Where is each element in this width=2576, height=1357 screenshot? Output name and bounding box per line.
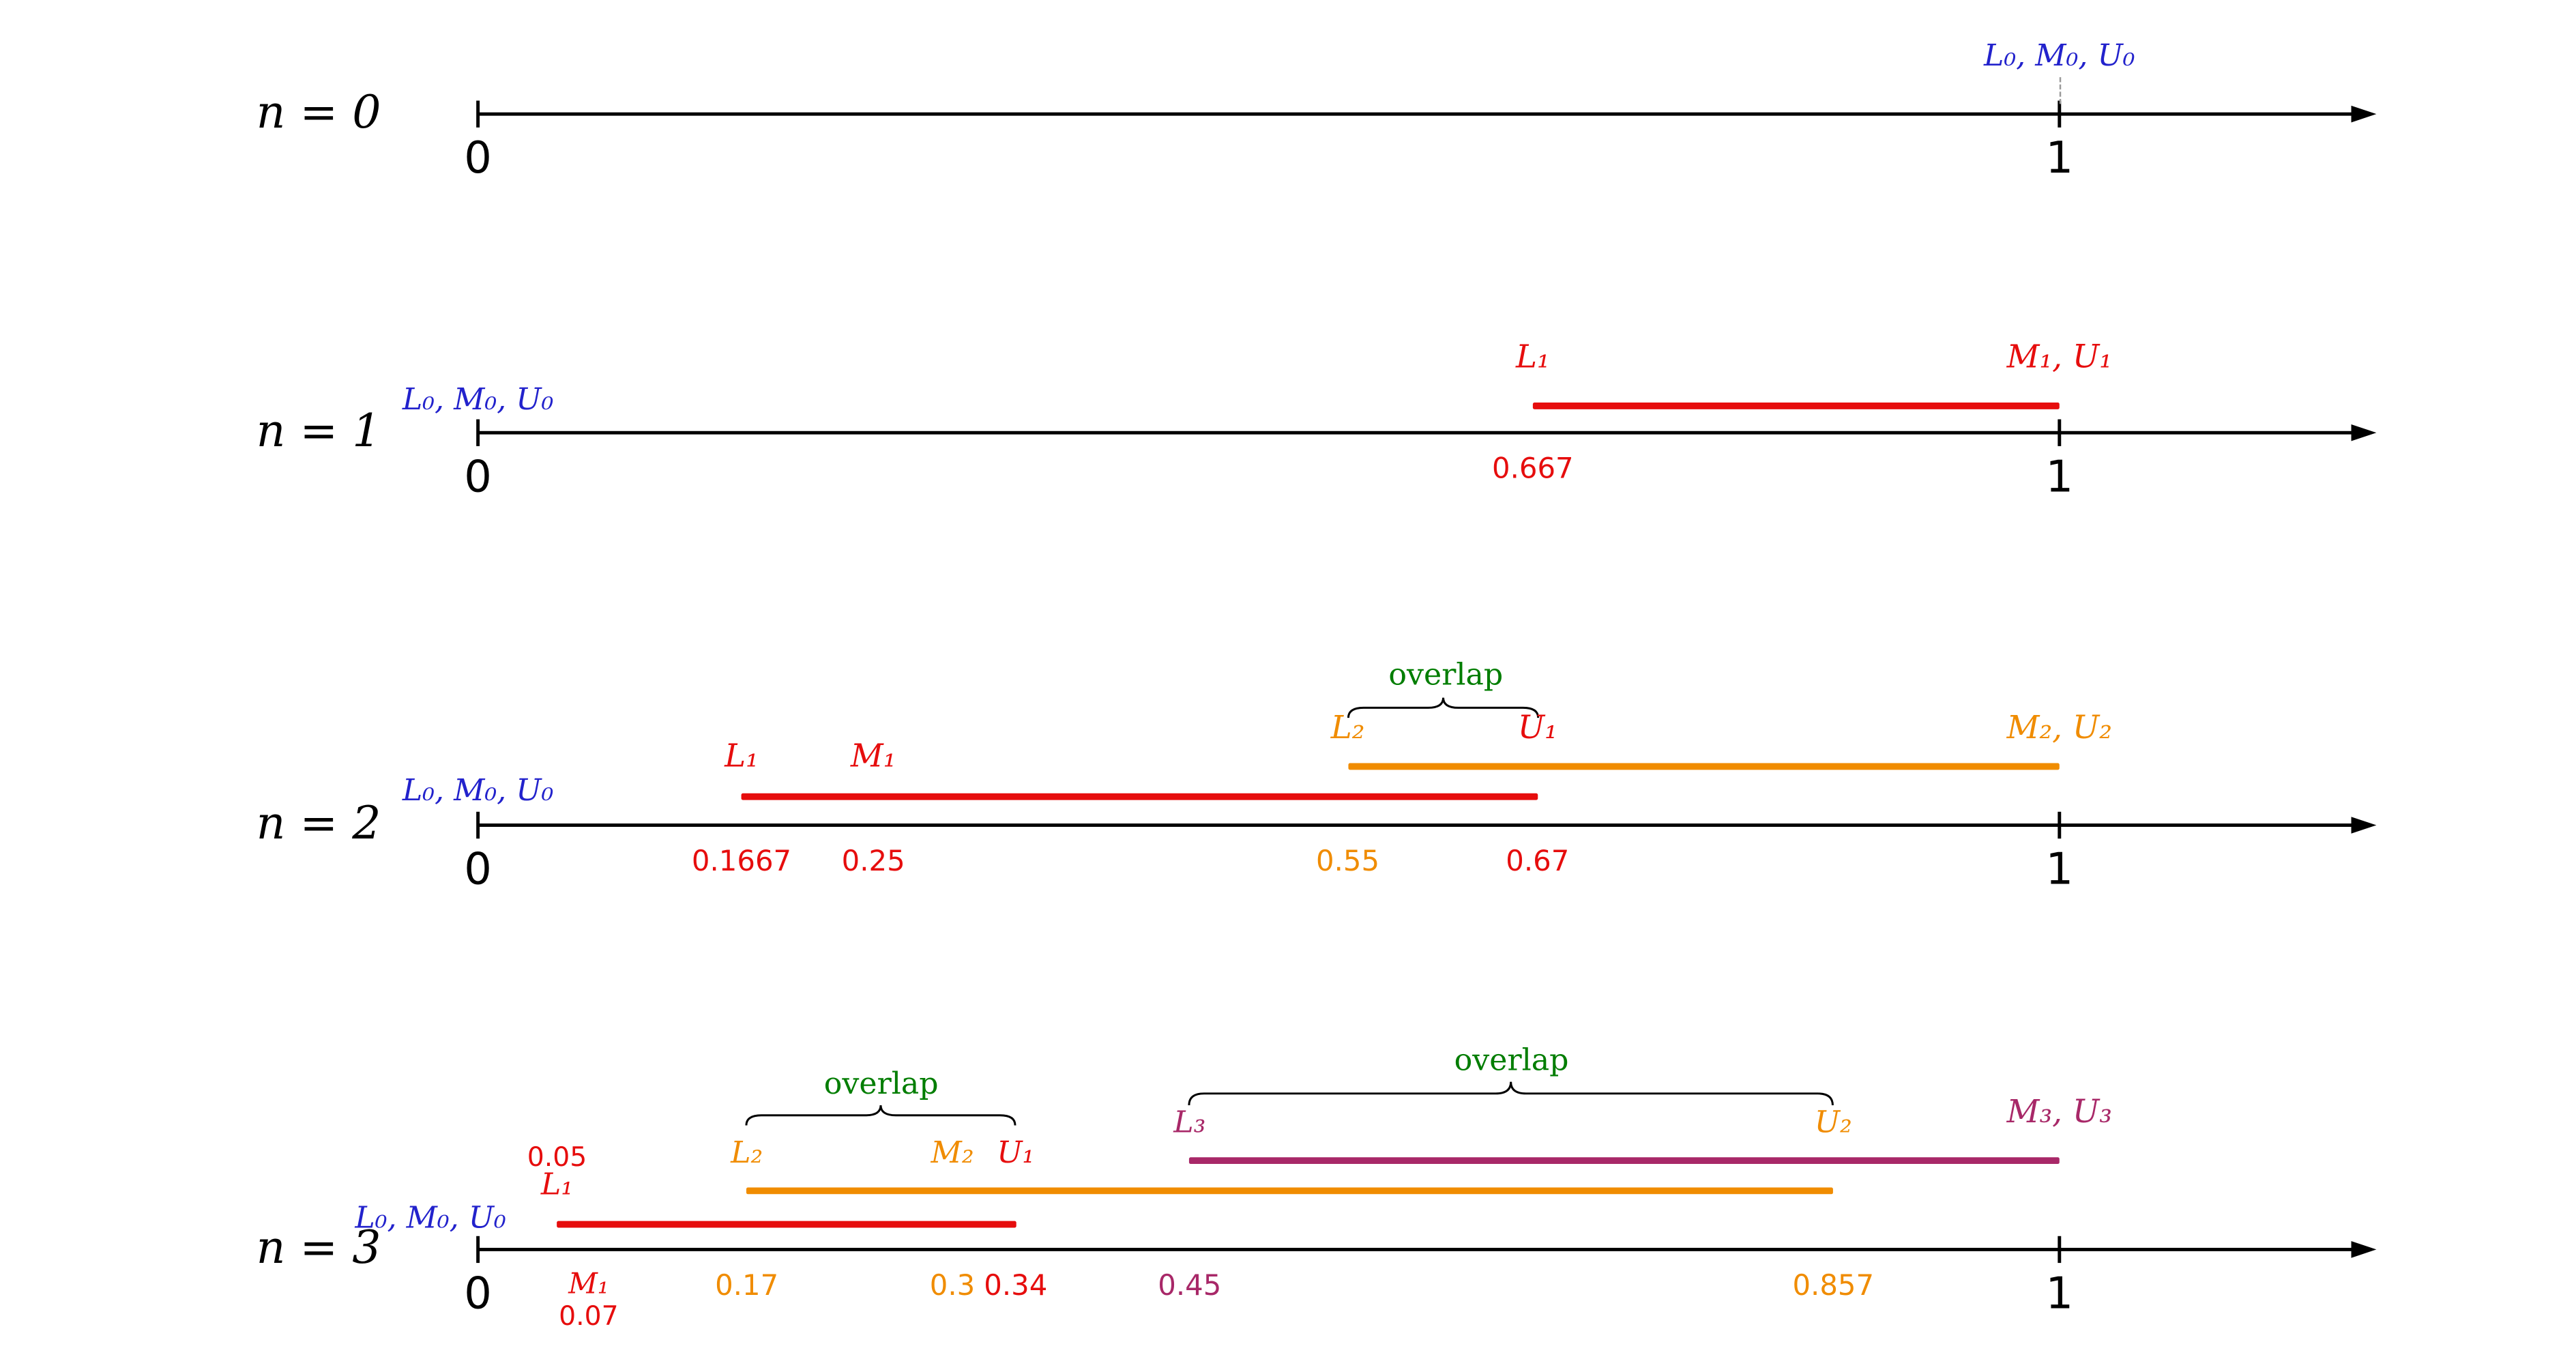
value-0.1667: 0.1667 xyxy=(691,845,792,879)
axis-label-0: 0 xyxy=(464,1269,492,1320)
axis-tick-0 xyxy=(476,1236,480,1264)
brace-path xyxy=(1188,1081,1834,1106)
row-label-n1: n = 1 xyxy=(256,405,381,458)
axis-line-n2 xyxy=(478,823,2355,827)
axis-line-n3 xyxy=(478,1248,2355,1251)
value-0.17: 0.17 xyxy=(715,1269,779,1304)
label-L3: L₃ xyxy=(1173,1105,1206,1141)
row-label-n0: n = 0 xyxy=(256,87,381,140)
overlap-label: overlap xyxy=(1454,1043,1569,1079)
interval-segment-red xyxy=(742,793,1538,800)
overlap-brace xyxy=(1347,697,1539,718)
interval-segment-orange xyxy=(746,1187,1834,1194)
axis-label-1: 1 xyxy=(2045,452,2074,504)
interval-segment-purple xyxy=(1189,1157,2060,1164)
axis-label-1: 1 xyxy=(2045,845,2074,896)
overlap-brace xyxy=(1188,1081,1834,1106)
axis-arrowhead-icon xyxy=(2351,104,2377,122)
value-0.34: 0.34 xyxy=(984,1269,1048,1304)
axis-label-1: 1 xyxy=(2045,1269,2074,1320)
label-L0-M0-U0: L₀, M₀, U₀ xyxy=(402,382,554,418)
axis-line-n0 xyxy=(478,113,2355,116)
axis-label-0: 0 xyxy=(464,134,492,185)
axis-tick-1 xyxy=(2058,100,2061,128)
brace-path xyxy=(746,1105,1017,1126)
value-0.55: 0.55 xyxy=(1316,845,1380,879)
interval-segment-red xyxy=(1532,402,2060,409)
overlap-label: overlap xyxy=(1388,657,1504,693)
axis-arrowhead-icon xyxy=(2351,423,2377,441)
label-L1: L₁ xyxy=(540,1167,574,1203)
label-M1-U1: M₁, U₁ xyxy=(2006,338,2112,376)
label-L1: L₁ xyxy=(724,738,759,775)
axis-label-0: 0 xyxy=(464,845,492,896)
axis-tick-1 xyxy=(2058,419,2061,446)
axis-tick-1 xyxy=(2058,811,2061,839)
value-0.05: 0.05 xyxy=(527,1141,587,1173)
label-U2: U₂ xyxy=(1814,1105,1852,1141)
label-M1: M₁ xyxy=(568,1268,609,1302)
interval-segment-red xyxy=(557,1221,1016,1227)
label-M3-U3: M₃, U₃ xyxy=(2006,1093,2112,1131)
axis-tick-0 xyxy=(476,419,480,446)
label-L0-M0-U0: L₀, M₀, U₀ xyxy=(402,773,554,809)
label-L2: L₂ xyxy=(1330,710,1365,747)
value-0.67: 0.67 xyxy=(1506,845,1570,879)
label-U1: U₁ xyxy=(997,1135,1035,1171)
overlap-label: overlap xyxy=(823,1066,939,1103)
label-L0-M0-U0: L₀, M₀, U₀ xyxy=(1984,38,2135,74)
label-M2-U2: M₂, U₂ xyxy=(2006,710,2112,747)
label-M2: M₂ xyxy=(931,1135,974,1171)
axis-arrowhead-icon xyxy=(2351,1240,2377,1257)
axis-line-n1 xyxy=(478,431,2355,435)
axis-tick-0 xyxy=(476,811,480,839)
label-M1: M₁ xyxy=(850,738,896,775)
label-L0-M0-U0: L₀, M₀, U₀ xyxy=(355,1201,506,1237)
axis-label-0: 0 xyxy=(464,452,492,504)
value-0.857: 0.857 xyxy=(1792,1269,1875,1304)
axis-tick-0 xyxy=(476,100,480,128)
value-0.45: 0.45 xyxy=(1158,1269,1222,1304)
axis-tick-1 xyxy=(2058,1236,2061,1264)
value-0.667: 0.667 xyxy=(1491,452,1574,486)
dashed-marker xyxy=(2059,77,2062,104)
overlap-brace xyxy=(746,1105,1017,1126)
value-0.07: 0.07 xyxy=(559,1300,619,1332)
axis-label-1: 1 xyxy=(2045,134,2074,185)
label-U1: U₁ xyxy=(1517,710,1557,747)
row-label-n3: n = 3 xyxy=(256,1223,381,1275)
label-L2: L₂ xyxy=(731,1135,763,1171)
label-L1: L₁ xyxy=(1515,338,1550,376)
brace-path xyxy=(1347,697,1539,718)
axis-arrowhead-icon xyxy=(2351,815,2377,833)
value-0.25: 0.25 xyxy=(841,845,905,879)
row-label-n2: n = 2 xyxy=(256,798,381,851)
value-0.3: 0.3 xyxy=(929,1269,976,1304)
interval-segment-orange xyxy=(1347,763,2060,770)
